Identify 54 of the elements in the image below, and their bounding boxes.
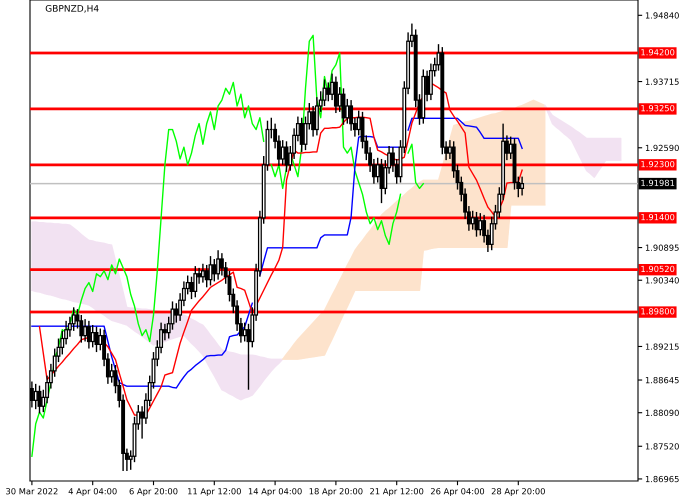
candlestick [478,212,482,236]
x-tick-label: 11 Apr 12:00 [188,488,241,496]
x-tick-label: 21 Apr 12:00 [370,488,424,496]
candlestick [474,211,478,238]
candlestick [83,318,88,342]
candlestick [342,88,346,126]
ref-line-label: 1.91400 [641,214,674,220]
x-tick-label: 4 Apr 04:00 [68,488,117,496]
candlestick [174,302,178,324]
candlestick [190,276,194,300]
ref-line-label: 1.89800 [641,308,674,314]
candlestick [212,258,216,282]
ref-line-label: 1.92300 [641,160,674,168]
candlestick [216,250,220,280]
candlestick [280,139,285,166]
x-tick-label: 18 Apr 20:00 [310,488,363,496]
y-tick-label: 1.93715 [646,78,679,85]
candlestick [520,176,524,196]
candlestick [204,264,209,288]
candlestick [200,263,205,284]
candlestick [34,383,38,410]
y-tick-label: 1.87520 [646,443,679,450]
x-tick-label: 26 Apr 04:00 [430,488,484,496]
candlestick [334,76,338,114]
y-tick-label: 1.94840 [646,12,679,19]
chart-title: GBPNZD,H4 [46,4,99,13]
x-tick-label: 28 Apr 20:00 [492,488,545,496]
candlestick [380,158,384,204]
ref-line-label: 1.91981 [641,180,674,186]
x-tick-label: 14 Apr 04:00 [248,488,302,496]
candlestick [86,320,91,350]
y-tick-label: 1.86965 [646,476,679,482]
candlestick [311,105,316,138]
y-tick-label: 1.90340 [646,277,679,284]
y-tick-label: 1.89215 [646,343,679,350]
ref-line-label: 1.93250 [641,105,674,112]
candlestick [193,265,198,298]
x-tick-label: 30 Mar 2022 [6,488,58,494]
candlestick [94,326,98,353]
candlestick [90,324,95,348]
candlestick [300,117,304,153]
candlestick [208,255,212,286]
y-tick-label: 1.90895 [646,244,679,251]
candlestick [242,322,247,342]
candlestick [470,210,475,230]
ref-line-label: 1.90520 [641,266,674,272]
candlestick [38,384,42,414]
candlestick [326,82,330,102]
x-tick-label: 6 Apr 20:00 [130,488,178,496]
ref-line-label: 1.94200 [641,49,674,56]
candlestick [284,140,288,173]
y-tick-label: 1.92590 [646,144,679,152]
y-tick-label: 1.88645 [646,377,679,384]
y-tick-label: 1.88090 [646,410,679,416]
